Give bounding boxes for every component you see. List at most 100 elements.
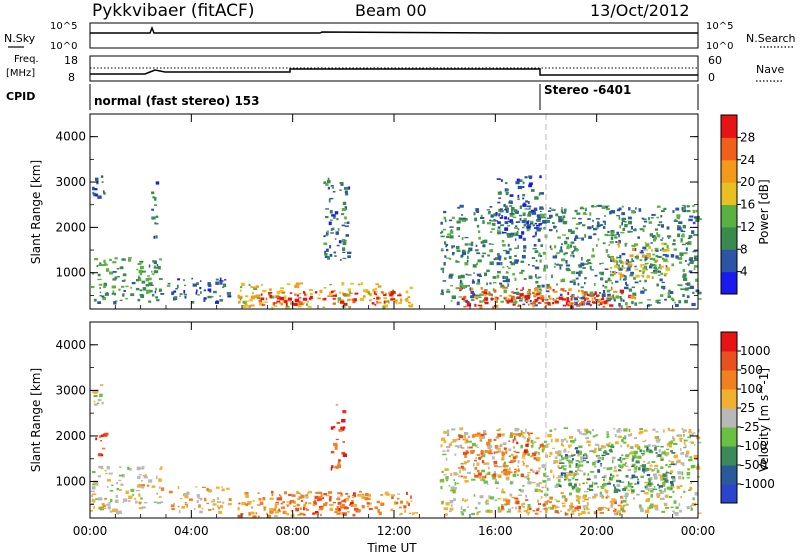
nsky-frame (89, 22, 699, 49)
velocity-echo-patch (439, 427, 702, 517)
power-y-tick-label: 3000 (55, 175, 86, 189)
power-colorbar-swatch (721, 182, 737, 206)
freq-label: Freq. (14, 54, 39, 65)
power-colorbar-tick-label: 16 (740, 198, 755, 212)
velocity-colorbar-tick-label: 1000 (740, 344, 771, 358)
velocity-x-tick-label: 00:00 (681, 524, 716, 538)
velocity-colorbar-tick-label: -25 (740, 420, 760, 434)
velocity-colorbar-swatch (721, 484, 737, 504)
power-x-axis (89, 114, 699, 309)
velocity-echo-patch (457, 432, 544, 479)
nsky-tick-right-top: 10^5 (706, 21, 733, 32)
velocity-echo-patch (168, 486, 232, 514)
velocity-y-tick-label: 4000 (55, 338, 86, 352)
velocity-x-tick-label: 12:00 (377, 524, 412, 538)
velocity-colorbar-tick-label: 25 (740, 401, 755, 415)
velocity-colorbar-swatch (721, 427, 737, 447)
velocity-echo-patch (95, 432, 109, 457)
velocity-y-tick-label: 3000 (55, 383, 86, 397)
cpid-label: CPID (6, 90, 35, 103)
nsky-tick-left-bottom: 10^0 (50, 41, 77, 52)
power-colorbar-label: Power [dB] (757, 179, 771, 244)
freq-line (90, 68, 698, 76)
nsky-line (90, 25, 698, 34)
velocity-x-tick-label: 04:00 (174, 524, 209, 538)
power-colorbar-swatch (721, 204, 737, 228)
velocity-echo-patch (237, 490, 419, 518)
power-colorbar-tick-label: 4 (740, 265, 748, 279)
power-y-axis-label: Slant Range [km] (29, 160, 43, 264)
nave-tick-right-bottom: 0 (708, 71, 715, 84)
velocity-frame (89, 321, 699, 519)
velocity-x-tick-label: 16:00 (478, 524, 513, 538)
velocity-echo-patch (92, 384, 104, 406)
power-echo-patch (166, 277, 232, 304)
power-echo-patch (323, 177, 352, 261)
nsearch-label: N.Search (746, 32, 796, 45)
velocity-y-axis-label: Slant Range [km] (29, 368, 43, 472)
power-echo-patch (440, 204, 702, 308)
station-title: Pykkvibaer (fitACF) (92, 1, 254, 21)
velocity-heatmap-data (90, 322, 702, 518)
velocity-colorbar-tick-label: -500 (740, 458, 767, 472)
velocity-colorbar-tick-label: -1000 (740, 477, 775, 491)
power-colorbar-tick-label: 8 (740, 242, 748, 256)
power-y-axis: 1000 2000 3000 4000 (55, 113, 698, 296)
power-echo-patch (91, 257, 165, 305)
power-heatmap-panel: 1000 2000 3000 4000 Slant Range [km] (29, 113, 702, 310)
power-colorbar-swatch (721, 226, 737, 250)
power-y-tick-label: 4000 (55, 130, 86, 144)
nsky-tick-left-top: 10^5 (50, 21, 77, 32)
nave-label: Nave (756, 63, 784, 76)
power-colorbar-swatch (721, 249, 737, 273)
nave-tick-right-top: 60 (708, 54, 722, 67)
velocity-colorbar-swatch (721, 389, 737, 409)
power-colorbar-swatch (721, 159, 737, 183)
date-title: 13/Oct/2012 (590, 1, 690, 20)
freq-unit-label: [MHz] (6, 68, 35, 79)
power-heatmap-data (91, 114, 702, 310)
cpid-segment-2: Stereo -6401 (544, 83, 631, 97)
velocity-x-tick-label: 00:00 (73, 524, 108, 538)
power-echo-patch (151, 181, 160, 239)
velocity-colorbar-tick-label: -100 (740, 439, 767, 453)
power-y-tick-label: 2000 (55, 220, 86, 234)
velocity-colorbar-tick-label: 500 (740, 363, 763, 377)
velocity-y-axis: 1000 2000 3000 4000 (55, 321, 698, 505)
power-echo-patch (92, 175, 106, 199)
velocity-colorbar-label: Velocity [m s^-1] (757, 368, 771, 472)
power-colorbar-tick-label: 20 (740, 175, 755, 189)
velocity-y-tick-label: 2000 (55, 429, 86, 443)
velocity-echo-patch (330, 404, 347, 471)
velocity-colorbar-frame (720, 331, 738, 504)
velocity-echo-patch (497, 495, 626, 516)
cpid-segment-1: normal (fast stereo) 153 (94, 94, 260, 108)
velocity-echo-patch (558, 445, 676, 494)
cpid-panel: CPID normal (fast stereo) 153 Stereo -64… (6, 83, 699, 110)
nsky-tick-right-bottom: 10^0 (706, 41, 733, 52)
power-colorbar: 4 8 12 16 20 24 28 (720, 114, 755, 295)
velocity-y-tick-label: 1000 (55, 475, 86, 489)
freq-tick-left-top: 18 (64, 54, 78, 67)
freq-tick-left-bottom: 8 (68, 71, 75, 84)
nsky-label: N.Sky (4, 32, 36, 45)
power-echo-patch (237, 282, 414, 310)
velocity-colorbar-swatch (721, 446, 737, 466)
nsky-panel: N.Sky 10^5 10^0 10^5 10^0 N.Search (4, 21, 796, 52)
power-colorbar-tick-label: 12 (740, 220, 755, 234)
velocity-x-tick-label: 08:00 (275, 524, 310, 538)
power-echo-patch (258, 290, 402, 307)
power-echo-patch (495, 175, 544, 239)
power-y-tick-label: 1000 (55, 266, 86, 280)
velocity-colorbar: 1000 500 100 25 -25 -100 -500 -1000 (720, 331, 775, 504)
power-colorbar-tick-label: 24 (740, 153, 755, 167)
velocity-colorbar-swatch (721, 351, 737, 371)
velocity-colorbar-swatch (721, 370, 737, 390)
power-echo-patch (609, 241, 670, 281)
velocity-x-tick-label: 20:00 (579, 524, 614, 538)
velocity-echo-patch (90, 465, 165, 515)
power-colorbar-tick-label: 28 (740, 130, 755, 144)
velocity-colorbar-swatch (721, 332, 737, 352)
velocity-heatmap-panel: 1000 2000 3000 4000 00:00 04:00 08:00 12:00 16:… (29, 321, 716, 538)
